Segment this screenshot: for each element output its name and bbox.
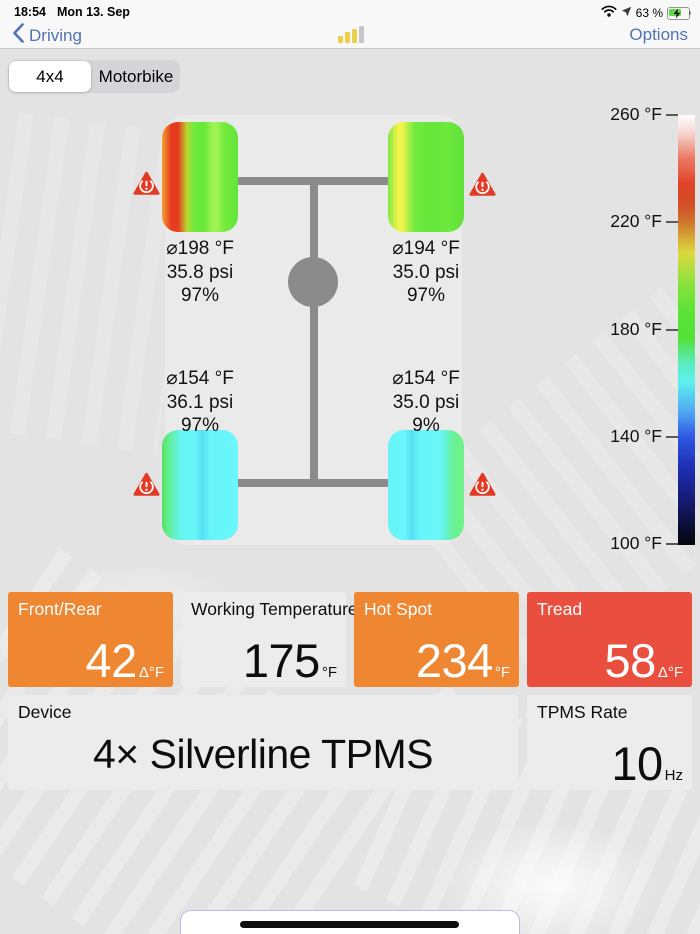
- tire-front-left-readout: ⌀198 °F 35.8 psi 97%: [142, 237, 258, 308]
- card-tread[interactable]: Tread 58 Δ°F: [527, 592, 692, 687]
- status-date: Mon 13. Sep: [57, 5, 130, 19]
- scale-tick: [666, 114, 678, 116]
- differential-hub: [288, 257, 338, 307]
- tire-pressure: 35.0 psi: [392, 261, 460, 283]
- battery-percent: 63 %: [635, 6, 663, 20]
- tpms-warning-icon: [469, 172, 496, 197]
- home-indicator-tray[interactable]: [180, 910, 520, 934]
- card-front-rear[interactable]: Front/Rear 42 Δ°F: [8, 592, 173, 687]
- card-unit: °F: [321, 664, 337, 681]
- tire-rear-right-readout: ⌀154 °F 35.0 psi 9%: [368, 367, 484, 438]
- tire-sensor-battery: 9%: [412, 415, 440, 436]
- card-title: Hot Spot: [364, 599, 433, 619]
- card-title: TPMS Rate: [537, 702, 628, 722]
- scale-label-220: 220 °F: [610, 211, 662, 231]
- temperature-color-scale: [678, 115, 695, 545]
- card-unit: Δ°F: [657, 664, 683, 681]
- tire-pressure: 35.0 psi: [392, 391, 460, 413]
- tire-temperature: ⌀154 °F: [392, 368, 460, 389]
- tire-temperature: ⌀154 °F: [166, 368, 234, 389]
- card-value: 175: [242, 633, 320, 687]
- card-value: 234: [415, 633, 493, 687]
- back-button-label: Driving: [29, 25, 82, 45]
- vehicle-type-segmented-control: 4x4 Motorbike: [8, 60, 180, 93]
- scale-label-140: 140 °F: [610, 426, 662, 446]
- scale-label-180: 180 °F: [610, 319, 662, 339]
- tab-motorbike[interactable]: Motorbike: [98, 67, 174, 86]
- home-indicator[interactable]: [240, 921, 459, 928]
- tire-temperature: ⌀198 °F: [166, 238, 234, 259]
- tire-front-left-heatmap[interactable]: [162, 122, 238, 232]
- scale-tick: [666, 543, 678, 545]
- card-value: 10: [611, 736, 663, 790]
- status-bar: 18:54 Mon 13. Sep 63 %: [0, 0, 700, 22]
- tire-front-right-heatmap[interactable]: [388, 122, 464, 232]
- tire-sensor-battery: 97%: [180, 285, 220, 306]
- card-unit: Hz: [664, 767, 683, 784]
- options-button[interactable]: Options: [629, 25, 688, 44]
- tire-pressure: 36.1 psi: [166, 391, 234, 413]
- card-title: Tread: [537, 599, 583, 619]
- card-value: 58: [604, 633, 657, 687]
- card-value: 42: [85, 633, 138, 687]
- tpms-warning-icon: [133, 171, 160, 196]
- wifi-icon: [601, 4, 617, 22]
- card-tpms-rate[interactable]: TPMS Rate 10 Hz: [527, 695, 692, 790]
- top-bars: 18:54 Mon 13. Sep 63 %: [0, 0, 700, 49]
- tpms-warning-icon: [133, 472, 160, 497]
- card-unit: °F: [494, 664, 510, 681]
- tire-front-right-readout: ⌀194 °F 35.0 psi 97%: [368, 237, 484, 308]
- card-unit: Δ°F: [138, 664, 164, 681]
- signal-bars-icon: [338, 26, 364, 43]
- card-title: Device: [18, 702, 72, 722]
- battery-icon: [667, 7, 692, 20]
- drive-shaft: [310, 177, 318, 487]
- scale-tick: [666, 329, 678, 331]
- card-hot-spot[interactable]: Hot Spot 234 °F: [354, 592, 519, 687]
- tire-sensor-battery: 97%: [180, 415, 220, 436]
- tire-rear-left-readout: ⌀154 °F 36.1 psi 97%: [142, 367, 258, 438]
- tire-rear-left-heatmap[interactable]: [162, 430, 238, 540]
- scale-tick: [666, 221, 678, 223]
- scale-label-100: 100 °F: [610, 533, 662, 553]
- chevron-left-icon: [12, 23, 24, 48]
- scale-tick: [666, 436, 678, 438]
- tire-rear-right-heatmap[interactable]: [388, 430, 464, 540]
- tpms-warning-icon: [469, 472, 496, 497]
- card-title: Working Temperature: [191, 599, 358, 619]
- status-time: 18:54: [14, 5, 46, 19]
- location-arrow-icon: [621, 4, 632, 22]
- device-name: 4× Silverline TPMS: [92, 731, 434, 777]
- card-device[interactable]: Device 4× Silverline TPMS: [8, 695, 518, 790]
- tire-sensor-battery: 97%: [406, 285, 446, 306]
- tire-pressure: 35.8 psi: [166, 261, 234, 283]
- back-button[interactable]: Driving: [12, 23, 82, 48]
- scale-label-260: 260 °F: [610, 104, 662, 124]
- card-title: Front/Rear: [18, 599, 102, 619]
- tire-temperature: ⌀194 °F: [392, 238, 460, 259]
- navigation-bar: Driving Options: [0, 22, 700, 48]
- card-working-temperature[interactable]: Working Temperature 175 °F: [181, 592, 358, 687]
- tab-4x4[interactable]: 4x4: [9, 61, 91, 92]
